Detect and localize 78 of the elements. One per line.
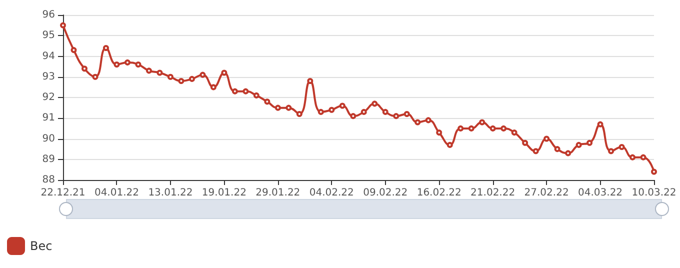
point	[554, 146, 560, 152]
point	[382, 108, 388, 115]
x-tick-label: 27.02.22	[524, 188, 569, 198]
point	[425, 117, 432, 124]
point	[156, 70, 163, 76]
y-tick-label: 95	[42, 30, 55, 42]
point	[188, 76, 195, 82]
point	[360, 108, 367, 115]
point	[511, 130, 518, 136]
point	[146, 68, 152, 74]
point	[350, 113, 356, 120]
point	[210, 84, 216, 90]
x-tick-label: 29.01.22	[256, 188, 300, 198]
y-tick-label: 92	[42, 92, 55, 103]
point	[490, 125, 496, 132]
x-tick-label: 09.02.22	[363, 188, 408, 198]
point	[618, 144, 625, 150]
point	[264, 98, 270, 105]
legend-label: Вес	[30, 239, 52, 253]
point	[393, 113, 400, 120]
point	[468, 125, 474, 132]
point	[221, 70, 228, 76]
point	[70, 47, 77, 54]
point	[232, 88, 238, 94]
point	[640, 154, 646, 160]
point	[60, 22, 66, 28]
point	[522, 140, 528, 146]
point	[651, 168, 657, 175]
point	[286, 104, 292, 111]
point	[404, 111, 410, 117]
y-tick-label: 89	[42, 154, 55, 165]
point	[253, 92, 260, 98]
y-tick-label: 96	[42, 10, 55, 20]
point	[436, 130, 442, 136]
point	[500, 125, 507, 132]
point	[307, 78, 314, 84]
point	[274, 104, 281, 111]
point	[372, 100, 378, 107]
point	[242, 88, 249, 94]
point	[92, 74, 98, 80]
x-tick-label: 19.01.22	[202, 188, 246, 198]
point	[102, 45, 109, 51]
point	[124, 59, 130, 66]
x-tick-label: 04.02.22	[309, 188, 354, 198]
y-tick-label: 91	[42, 112, 55, 124]
y-tick-label: 90	[42, 133, 55, 144]
point	[200, 72, 206, 78]
point	[630, 154, 636, 160]
point	[597, 121, 604, 128]
point	[414, 119, 421, 126]
y-tick-label: 93	[42, 71, 55, 82]
point	[576, 142, 582, 148]
point	[544, 136, 550, 142]
y-tick-label: 88	[42, 174, 55, 186]
point	[178, 78, 184, 84]
x-tick-label: 13.01.22	[148, 188, 193, 198]
point	[114, 62, 120, 68]
point	[458, 125, 464, 132]
point	[296, 111, 302, 117]
x-tick-label: 16.02.22	[416, 188, 462, 198]
y-tick-label: 94	[42, 50, 55, 62]
x-tick-label: 04.03.22	[578, 188, 623, 198]
x-tick-label: 22.12.21	[40, 188, 86, 198]
point	[328, 106, 335, 113]
point	[339, 102, 346, 109]
point	[565, 150, 572, 156]
point	[81, 66, 88, 72]
point	[135, 62, 142, 68]
x-tick-label: 10.03.22	[632, 188, 676, 198]
point	[479, 119, 486, 126]
point	[608, 148, 614, 154]
x-tick-label: 21.02.22	[470, 188, 516, 198]
x-tick-label: 04.01.22	[94, 188, 139, 198]
point	[318, 108, 324, 115]
point	[446, 142, 453, 148]
point	[586, 140, 593, 146]
point	[167, 74, 174, 80]
point	[532, 148, 539, 154]
